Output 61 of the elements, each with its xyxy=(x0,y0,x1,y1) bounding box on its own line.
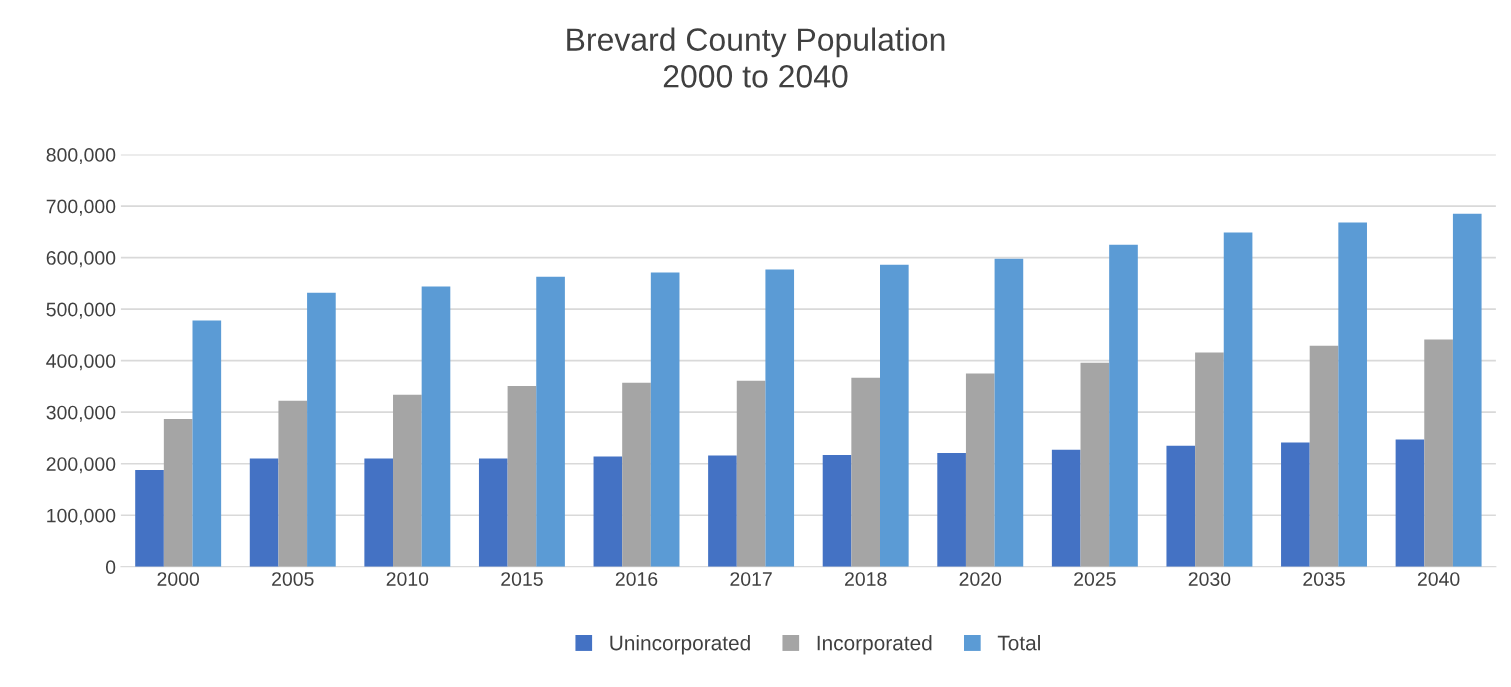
x-tick-label: 2020 xyxy=(959,572,1002,586)
x-tick-label: 2030 xyxy=(1188,572,1231,586)
bar xyxy=(249,458,279,567)
bar xyxy=(421,286,451,567)
bar xyxy=(593,456,623,567)
y-tick-label: 700,000 xyxy=(46,199,116,216)
bar xyxy=(393,394,422,567)
x-tick-label: 2000 xyxy=(157,572,200,586)
bar xyxy=(1424,339,1453,567)
x-tick-label: 2017 xyxy=(730,572,772,586)
bar xyxy=(507,385,537,567)
bar xyxy=(650,272,680,567)
bar xyxy=(1281,442,1310,567)
bar xyxy=(307,292,336,567)
bar xyxy=(1195,352,1224,567)
y-tick-label: 500,000 xyxy=(46,302,116,319)
y-tick-label: 800,000 xyxy=(46,148,116,165)
x-tick-label: 2025 xyxy=(1074,572,1116,586)
bar xyxy=(364,458,394,567)
bar xyxy=(765,269,795,567)
bar xyxy=(1051,449,1081,567)
bar xyxy=(994,258,1024,567)
bar xyxy=(478,458,508,567)
bar xyxy=(1223,232,1253,567)
x-tick-label: 2018 xyxy=(845,572,887,586)
y-tick-label: 0 xyxy=(105,560,116,575)
bar xyxy=(708,455,737,567)
bar xyxy=(880,264,909,567)
bar xyxy=(1452,213,1482,567)
bar xyxy=(937,452,966,567)
bar xyxy=(163,418,193,567)
x-tick-label: 2010 xyxy=(386,572,429,586)
bar xyxy=(1338,222,1367,567)
bar xyxy=(622,382,651,567)
y-tick-label: 400,000 xyxy=(46,354,116,371)
bar xyxy=(192,320,222,567)
x-tick-label: 2035 xyxy=(1303,572,1345,586)
bar xyxy=(1080,362,1110,567)
legend-label: Incorporated xyxy=(817,635,932,655)
y-tick-label: 100,000 xyxy=(47,508,116,525)
y-tick-label: 200,000 xyxy=(46,457,116,474)
y-tick-label: 300,000 xyxy=(46,405,116,422)
bar xyxy=(965,373,995,567)
chart-title: Brevard County Population 2000 to 2040 xyxy=(567,27,945,88)
bar xyxy=(278,400,308,567)
x-tick-label: 2016 xyxy=(615,572,658,586)
bar xyxy=(822,454,852,567)
bar xyxy=(736,380,766,567)
x-tick-label: 2015 xyxy=(501,572,543,586)
x-tick-label: 2040 xyxy=(1417,572,1460,586)
x-tick-label: 2005 xyxy=(272,572,314,586)
y-tick-label: 600,000 xyxy=(46,251,116,268)
bar xyxy=(1109,244,1138,567)
legend-label: Unincorporated xyxy=(610,635,750,655)
bar xyxy=(135,469,164,567)
bar xyxy=(851,377,880,567)
bar xyxy=(536,276,565,567)
bar xyxy=(1395,439,1425,567)
bar xyxy=(1309,345,1339,567)
legend-label: Total xyxy=(997,635,1040,651)
bar xyxy=(1166,445,1196,567)
